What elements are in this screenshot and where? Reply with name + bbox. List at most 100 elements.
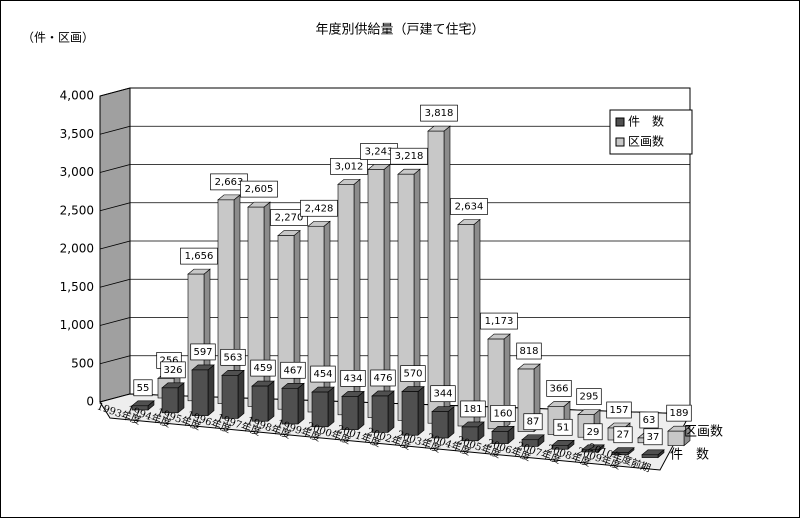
- y-tick-label: 1,000: [60, 318, 94, 332]
- value-label-box: [430, 385, 456, 403]
- value-label: 476: [373, 373, 392, 384]
- value-label-group: 27: [613, 426, 633, 444]
- value-label-box: [250, 359, 276, 377]
- value-label: 344: [433, 389, 452, 400]
- value-label-group: 51: [553, 418, 573, 436]
- bar: [247, 206, 265, 407]
- value-label-group: 344: [430, 385, 456, 403]
- value-label: 29: [587, 427, 600, 438]
- value-label-group: 2,605: [240, 180, 278, 198]
- value-label: 2,663: [215, 177, 244, 188]
- y-tick-label: 1,500: [60, 280, 94, 294]
- value-label-group: 563: [220, 348, 246, 366]
- value-label-box: [450, 198, 488, 215]
- value-label-box: [643, 428, 663, 446]
- bar: [431, 411, 449, 439]
- bar: [461, 426, 479, 442]
- value-label: 160: [493, 408, 512, 419]
- value-label-group: 454: [310, 365, 336, 383]
- value-label-box: [280, 361, 306, 379]
- grid-line: [99, 240, 690, 250]
- bar: [491, 431, 509, 444]
- bar: [221, 375, 239, 419]
- value-label: 454: [313, 369, 332, 380]
- value-label-box: [270, 209, 308, 226]
- y-tick-label: 4,000: [60, 89, 94, 103]
- bar: [581, 449, 599, 453]
- value-label-box: [639, 411, 659, 429]
- legend-label: 件 数: [628, 114, 664, 129]
- value-label: 157: [609, 405, 628, 416]
- value-label: 256: [159, 355, 178, 366]
- bar-side: [413, 168, 421, 422]
- value-label-box: [390, 147, 428, 165]
- y-tick-label: 500: [71, 356, 94, 370]
- value-label-box: [190, 343, 216, 361]
- bar: [427, 130, 445, 424]
- value-label-box: [606, 401, 632, 419]
- value-label-group: 570: [400, 365, 426, 382]
- value-label: 467: [283, 365, 302, 376]
- value-label: 570: [403, 369, 422, 380]
- value-label: 326: [163, 365, 182, 376]
- value-label: 295: [579, 392, 598, 403]
- depth-label: 区画数: [684, 425, 723, 440]
- value-label: 3,218: [395, 151, 424, 162]
- legend-swatch: [615, 137, 625, 147]
- bar-side: [267, 380, 275, 422]
- bar-side: [387, 390, 395, 434]
- value-label-group: 160: [490, 405, 516, 422]
- bar-side: [357, 390, 365, 431]
- value-label-group: 2,634: [450, 198, 488, 215]
- value-label: 366: [549, 383, 568, 394]
- bar: [667, 430, 685, 446]
- legend-label: 区画数: [628, 134, 664, 149]
- bar: [401, 391, 419, 436]
- value-label: 818: [519, 346, 538, 357]
- value-label-group: 1,656: [180, 247, 218, 265]
- bar: [551, 444, 569, 450]
- depth-label: 件 数: [670, 448, 709, 463]
- value-label-box: [666, 404, 692, 422]
- value-label: 434: [343, 373, 362, 384]
- value-label-box: [370, 369, 396, 387]
- value-label-box: [583, 423, 603, 441]
- bar-side: [237, 369, 245, 420]
- value-label-box: [576, 388, 602, 405]
- value-label-group: 189: [666, 404, 692, 422]
- value-label-group: 467: [280, 361, 306, 379]
- legend-box: [609, 109, 693, 155]
- value-label: 27: [617, 430, 630, 441]
- bar: [521, 439, 539, 447]
- value-label-box: [240, 180, 278, 198]
- value-label-group: 476: [370, 369, 396, 387]
- value-label: 1,656: [185, 251, 214, 262]
- value-label-box: [340, 370, 366, 387]
- value-label: 3,818: [425, 108, 454, 119]
- value-label-group: 366: [546, 380, 572, 397]
- y-tick-label: 2,500: [60, 203, 94, 217]
- value-label-group: 87: [523, 413, 543, 431]
- value-label-box: [310, 365, 336, 383]
- value-label-group: 295: [576, 388, 602, 405]
- value-label: 55: [137, 383, 150, 394]
- value-label-box: [220, 348, 246, 366]
- bar: [397, 173, 415, 421]
- value-label: 459: [253, 363, 272, 374]
- value-label-box: [330, 158, 368, 175]
- value-label-box: [613, 426, 633, 444]
- bar: [191, 369, 209, 416]
- value-label: 563: [223, 352, 242, 363]
- bar: [131, 405, 149, 411]
- bar: [161, 387, 179, 414]
- value-label: 2,270: [275, 213, 304, 224]
- grid-line: [99, 125, 690, 135]
- value-label-box: [180, 247, 218, 265]
- value-label: 189: [669, 408, 688, 419]
- value-label: 63: [643, 415, 656, 426]
- value-label: 2,605: [245, 184, 274, 195]
- value-label-group: 63: [639, 411, 659, 429]
- bar-side: [327, 386, 335, 428]
- value-label: 597: [193, 347, 212, 358]
